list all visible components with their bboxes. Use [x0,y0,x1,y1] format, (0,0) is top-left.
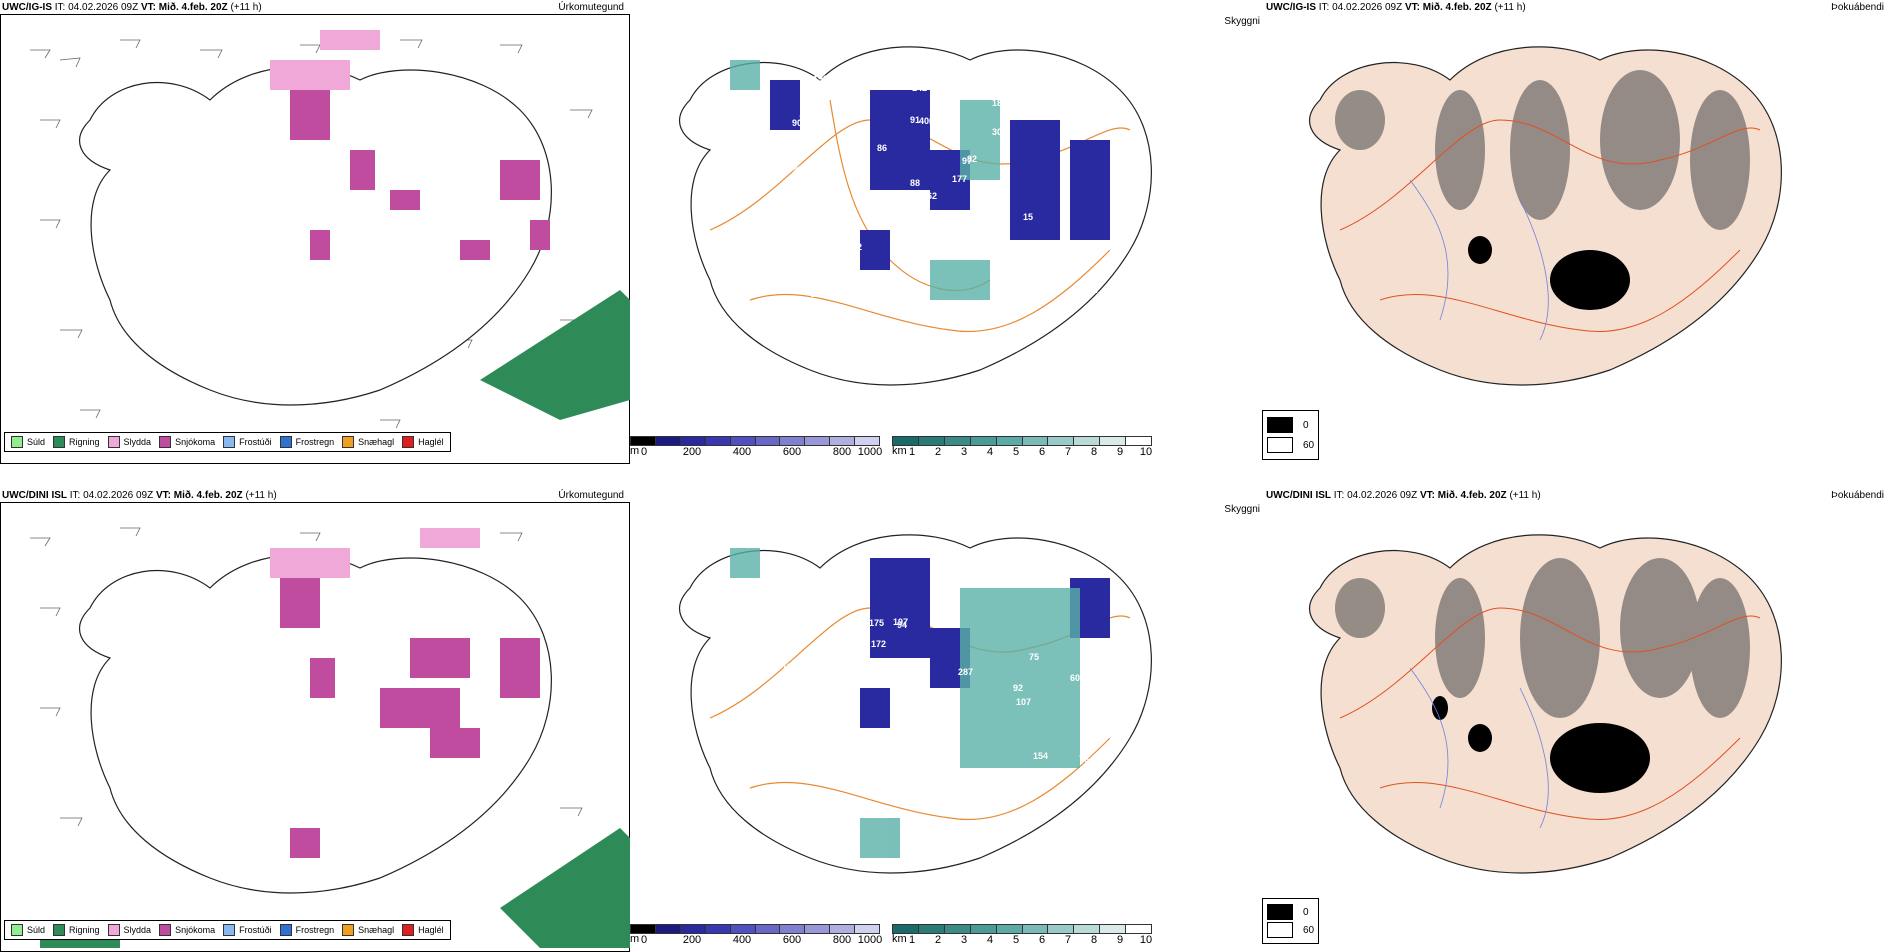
vis-value-label: 154 [1033,751,1048,761]
fog-map-top [1309,46,1782,386]
fog-panel-bottom: UWC/DINI ISL IT: 04.02.2026 09Z VT: Mið.… [1260,488,1890,948]
vis-value-label: 107 [1016,697,1031,707]
vis-value-label: 17 [1094,106,1104,116]
vis-value-label: 88 [767,157,777,167]
fog-map-bottom [1309,534,1782,874]
vis-value-label: 197 [893,617,908,627]
vis-value-label: 306 [992,127,1007,137]
vis-value-label: 74 [1088,285,1098,295]
precip-map-bottom [30,527,630,948]
panel-title: UWC/DINI ISL IT: 04.02.2026 09Z VT: Mið.… [1266,490,1541,501]
vis-value-label: 56 [793,754,803,764]
vis-value-label: 137 [805,240,820,250]
visibility-title: Skyggni [1224,504,1260,515]
vis-value-label: 68 [987,80,997,90]
vis-value-label: 78 [1079,754,1089,764]
fog-legend-bottom: 0 60 [1262,898,1320,944]
vis-value-label: 92 [1013,683,1023,693]
vis-value-label: 22 [811,289,821,299]
precip-map-top [30,30,630,429]
fog-panel-top: UWC/IG-IS IT: 04.02.2026 09Z VT: Mið. 4.… [1260,0,1890,460]
vis-value-label: 716 [1101,552,1116,562]
vis-value-label: 91 [778,264,788,274]
vis-unit: km [892,445,907,457]
vis-value-label: 62 [927,191,937,201]
vis-value-label: 84 [1080,689,1090,699]
precip-type-panel-top: UWC/IG-IS IT: 04.02.2026 09Z VT: Mið. 4.… [0,0,630,464]
vis-value-label: 175 [869,618,884,628]
height-colorbar: 0 200 400 600 800 1000 [630,436,882,458]
vis-value-label: 136 [929,116,944,126]
vis-value-label: 113 [987,552,1002,562]
vis-value-label: 370 [786,720,801,730]
visibility-title: Skyggni [1224,16,1260,27]
panel-title: UWC/DINI ISL IT: 04.02.2026 09Z VT: Mið.… [2,490,277,501]
precip-type-title: Úrkomutegund [558,490,624,501]
precip-legend: Súld Rigning Slydda Snjókoma Frostúði Fr… [4,920,451,940]
panel-title: UWC/IG-IS IT: 04.02.2026 09Z VT: Mið. 4.… [1266,2,1526,13]
vis-value-label: 322 [824,705,839,715]
visibility-panel-top: 62 90 88 91 97 62 68 136 186 177 199 74 96 17 85 306 22 9… [630,0,1260,460]
vis-value-label: 60 [1070,673,1080,683]
vis-value-label: 62 [852,242,862,252]
vis-value-label: 94 [897,620,907,630]
vis-value-label: 208 [782,584,797,594]
vis-value-label: 172 [871,639,886,649]
vis-value-label: 85 [901,189,911,199]
visibility-map-top: 62 90 88 91 97 62 68 136 186 177 199 74 96 17 85 306 22 9… [679,46,1152,386]
vis-value-label: 86 [877,143,887,153]
vis-value-label: 66 [788,670,798,680]
height-unit: m [630,933,640,945]
panel-title: UWC/IG-IS IT: 04.02.2026 09Z VT: Mið. 4.… [2,2,262,13]
vis-value-label: 112 [782,662,797,672]
fog-title: Þokuábendi [1831,2,1884,13]
visibility-colorbar: 1 2 3 4 5 6 7 8 9 10 [892,924,1152,946]
precip-legend: Súld Rigning Slydda Snjókoma Frostúði Fr… [4,432,451,452]
vis-value-label: 326 [836,265,851,275]
vis-value-label: 151 [835,577,850,587]
vis-value-label: 240 [1001,564,1016,574]
vis-value-label: 86 [891,730,901,740]
vis-value-label: 67 [841,562,851,572]
vis-value-label: 15 [1023,212,1033,222]
vis-value-label: 382 [779,275,794,285]
visibility-panel-bottom: 92 60 56 67 94 154 370 240 175 223 208 112 226 78 86 58… [630,488,1260,948]
vis-value-label: 287 [958,667,973,677]
visibility-map-bottom: 92 60 56 67 94 154 370 240 175 223 208 112 226 78 86 58… [679,534,1152,874]
vis-value-label: 77 [947,138,957,148]
vis-value-label: 199 [813,74,828,84]
vis-value-label: 91 [910,115,920,125]
vis-value-label: 177 [952,174,967,184]
vis-value-label: 75 [1029,652,1039,662]
height-unit: m [630,445,640,457]
vis-value-label: 226 [786,571,801,581]
fog-legend-top: 0 60 [1262,410,1320,460]
precip-type-title: Úrkomutegund [558,2,624,13]
vis-value-label: 90 [835,571,845,581]
height-colorbar: 0 200 400 600 800 1000 [630,924,882,946]
vis-value-label: 58 [1081,646,1091,656]
vis-value-label: 142 [912,83,927,93]
vis-value-label: 283 [1061,560,1076,570]
precip-type-panel-bottom: UWC/DINI ISL IT: 04.02.2026 09Z VT: Mið.… [0,488,630,952]
vis-value-label: 98 [933,692,943,702]
vis-value-label: 97 [962,156,972,166]
vis-value-label: 186 [992,98,1007,108]
vis-value-label: 82 [967,154,977,164]
visibility-colorbar: 1 2 3 4 5 6 7 8 9 10 [892,436,1152,458]
fog-title: Þokuábendi [1831,490,1884,501]
vis-value-label: 87 [995,211,1005,221]
vis-value-label: 143 [799,113,814,123]
map-frame [0,14,630,464]
vis-value-label: 406 [919,116,934,126]
vis-value-label: 223 [968,774,983,784]
vis-value-label: 90 [792,118,802,128]
vis-unit: km [892,933,907,945]
vis-value-label: 88 [910,178,920,188]
vis-value-label: 96 [793,164,803,174]
